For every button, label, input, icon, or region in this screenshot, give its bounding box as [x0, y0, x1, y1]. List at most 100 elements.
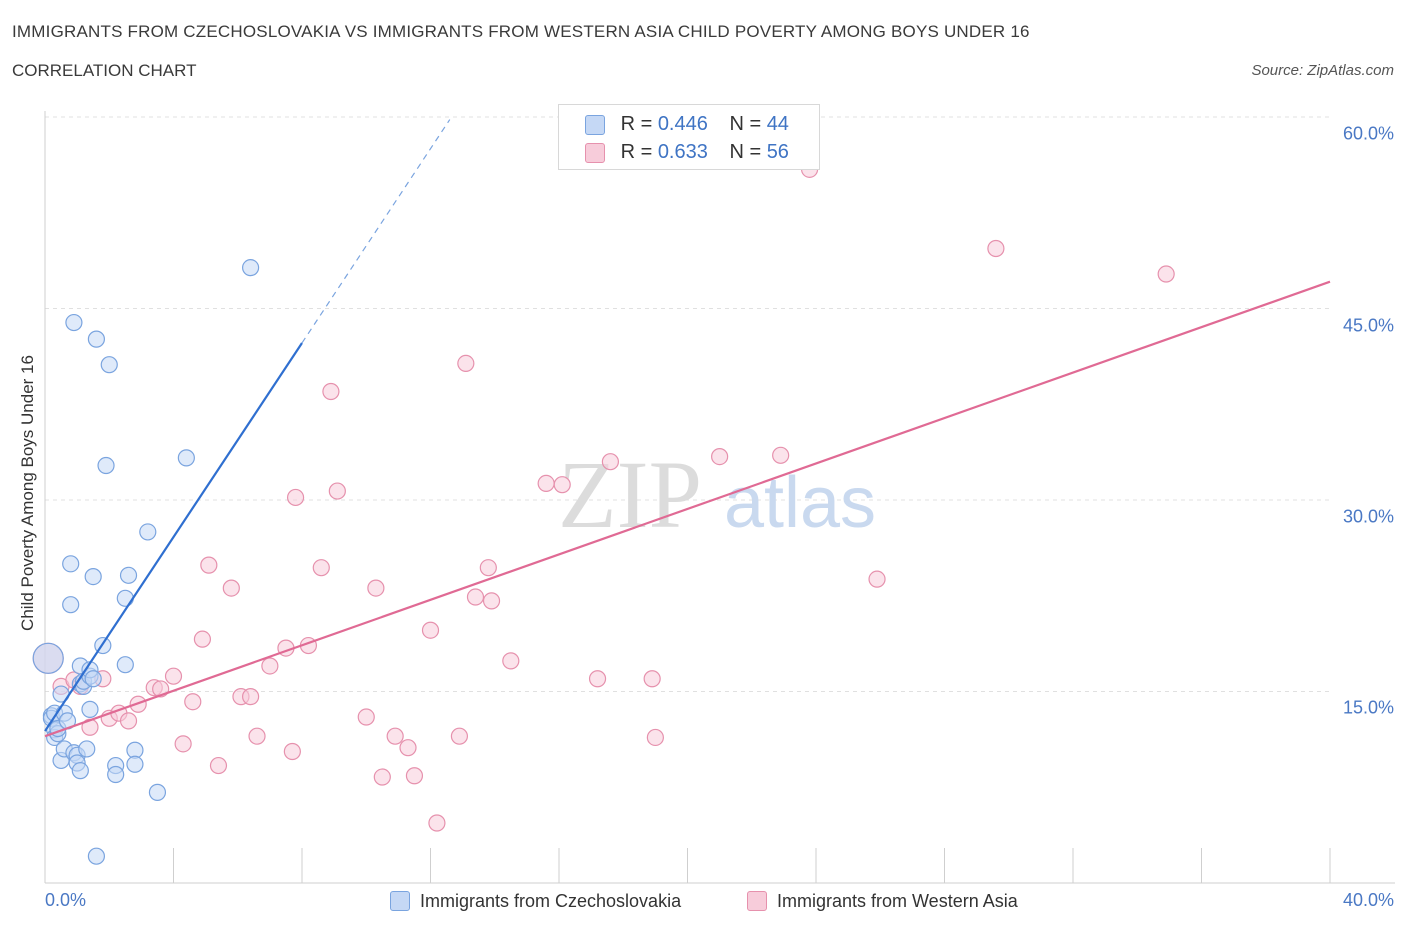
western-asia-point — [457, 354, 475, 372]
legend-n-label: N = — [729, 113, 762, 136]
western-asia-point — [261, 657, 279, 675]
series-czechoslovakia — [32, 259, 260, 865]
czechoslovakia-point — [62, 596, 80, 614]
czechoslovakia-point — [78, 740, 96, 758]
western-asia-point — [367, 579, 385, 597]
western-asia-point — [1157, 265, 1175, 283]
western-asia-point — [428, 814, 446, 832]
czechoslovakia-point — [65, 313, 83, 332]
czechoslovakia-trendline-extension — [301, 119, 451, 344]
trendlines — [44, 119, 1331, 738]
czechoslovakia-point — [81, 700, 99, 718]
legend-label-czechoslovakia: Immigrants from Czechoslovakia — [420, 890, 682, 911]
western-asia-point — [174, 735, 192, 753]
western-asia-point — [193, 630, 212, 648]
chart-subtitle: CORRELATION CHART — [12, 61, 197, 80]
western-asia-point — [643, 670, 661, 688]
western-asia-point — [357, 708, 375, 726]
western-asia-point — [553, 476, 571, 494]
western-asia-point — [242, 688, 260, 706]
czechoslovakia-point — [100, 356, 118, 374]
legend-n-value: 44 — [766, 113, 789, 136]
western-asia-point — [466, 588, 485, 606]
western-asia-point — [200, 556, 218, 574]
legend-swatch-blue — [390, 891, 410, 912]
czechoslovakia-point — [107, 765, 125, 784]
czechoslovakia-trendline — [44, 342, 303, 732]
western-asia-point — [248, 727, 266, 745]
western-asia-point — [588, 670, 607, 688]
legend-row-czechoslovakia: R = 0.446 N = 44 — [585, 113, 789, 137]
western-asia-point — [601, 453, 620, 471]
legend-r-value: 0.633 — [657, 141, 708, 164]
x-tick-label-max: 40.0% — [1342, 890, 1394, 910]
legend-swatch-pink — [747, 891, 767, 912]
legend-n-value: 56 — [766, 141, 789, 164]
legend-swatch-pink — [585, 142, 605, 163]
legend-r-value: 0.446 — [657, 113, 708, 136]
czechoslovakia-point — [119, 566, 138, 584]
western-asia-point — [283, 742, 301, 761]
czechoslovakia-point — [242, 259, 260, 277]
western-asia-point — [209, 756, 228, 775]
correlation-legend: R = 0.446 N = 44 R = 0.633 N = 56 — [558, 104, 820, 170]
legend-row-western-asia: R = 0.633 N = 56 — [585, 141, 789, 165]
western-asia-point — [222, 579, 240, 597]
western-asia-point — [537, 474, 555, 493]
czechoslovakia-point — [139, 523, 157, 541]
western-asia-point — [987, 239, 1005, 258]
legend-r-label: R = — [620, 113, 653, 136]
watermark-zip: ZIP — [558, 441, 702, 548]
y-tick-label-15: 15.0% — [1342, 697, 1394, 718]
y-tick-label-45: 45.0% — [1342, 315, 1394, 336]
western-asia-point — [421, 621, 440, 639]
western-asia-point — [312, 559, 330, 577]
legend-label-western-asia: Immigrants from Western Asia — [777, 890, 1018, 911]
czechoslovakia-point — [116, 589, 134, 607]
western-asia-point — [646, 728, 664, 747]
czechoslovakia-point — [84, 670, 102, 688]
chart-title: IMMIGRANTS FROM CZECHOSLOVAKIA VS IMMIGR… — [12, 22, 1030, 41]
axes — [44, 111, 1395, 884]
grid-lines — [45, 116, 1330, 692]
watermark-atlas: atlas — [724, 463, 876, 543]
western-asia-point — [328, 482, 346, 500]
western-asia-point — [399, 739, 417, 757]
legend-item-western-asia: Immigrants from Western Asia — [747, 890, 1018, 912]
czechoslovakia-point — [62, 555, 80, 573]
czechoslovakia-point — [71, 762, 89, 780]
source-label: Source: ZipAtlas.com — [1251, 62, 1394, 79]
western-asia-point — [386, 727, 404, 745]
western-asia-trendline — [44, 280, 1331, 738]
x-tick-label-min: 0.0% — [45, 890, 87, 910]
western-asia-point — [184, 693, 202, 711]
legend-swatch-blue — [585, 114, 605, 135]
western-asia-point — [164, 667, 183, 685]
legend-item-czechoslovakia: Immigrants from Czechoslovakia — [390, 890, 681, 912]
western-asia-point — [711, 447, 729, 466]
czechoslovakia-point — [97, 456, 115, 475]
western-asia-point — [119, 712, 138, 730]
western-asia-point — [322, 382, 340, 401]
western-asia-point — [868, 570, 886, 588]
western-asia-point — [450, 727, 469, 745]
czechoslovakia-point — [148, 783, 167, 801]
y-tick-label-60: 60.0% — [1342, 123, 1394, 144]
western-asia-point — [502, 652, 520, 670]
czechoslovakia-point — [126, 755, 144, 773]
czechoslovakia-point — [87, 330, 106, 348]
czechoslovakia-point — [84, 567, 102, 586]
czechoslovakia-point — [116, 656, 134, 674]
western-asia-point — [482, 592, 501, 610]
czechoslovakia-point — [87, 847, 106, 865]
czechoslovakia-point — [32, 642, 64, 674]
western-asia-point — [479, 559, 497, 577]
czechoslovakia-point — [177, 449, 195, 467]
y-tick-label-30: 30.0% — [1342, 506, 1394, 527]
legend-r-label: R = — [620, 141, 653, 164]
western-asia-point — [373, 768, 391, 786]
western-asia-point — [772, 446, 790, 464]
western-asia-point — [405, 767, 424, 785]
legend-n-label: N = — [729, 141, 762, 164]
